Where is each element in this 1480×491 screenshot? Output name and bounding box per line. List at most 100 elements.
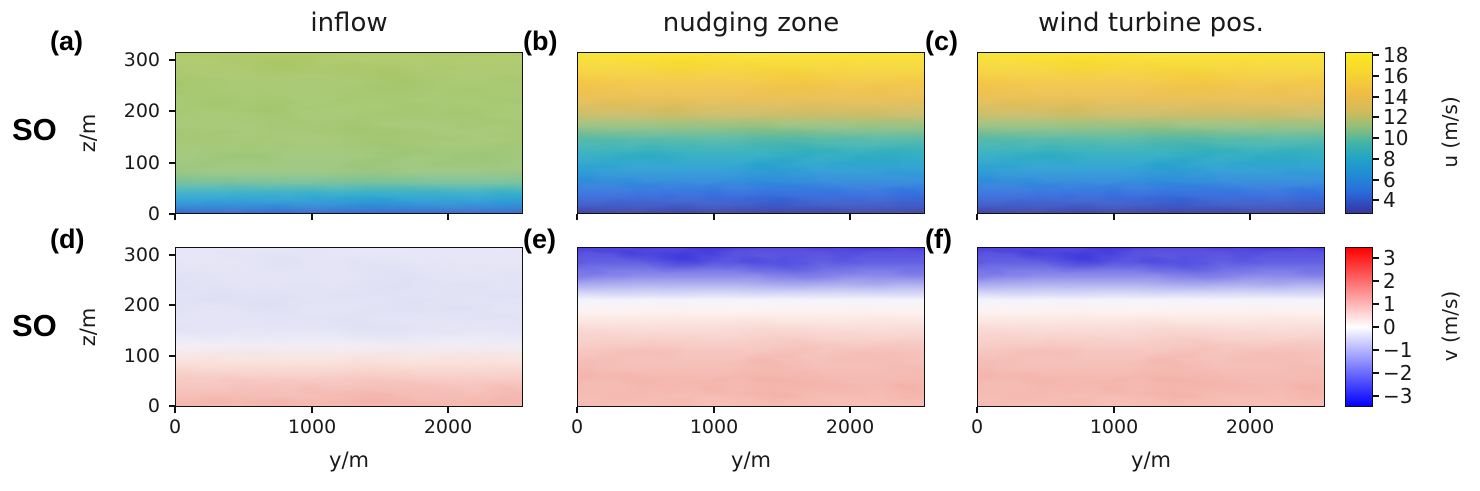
colorbar-tick xyxy=(1373,326,1379,328)
heatmap-surface-d xyxy=(176,248,522,406)
panel-label-f: (f) xyxy=(925,224,952,254)
column-title-nudging-zone: nudging zone xyxy=(662,8,840,38)
x-tick-mark xyxy=(174,407,176,413)
colorbar-tick-label: 6 xyxy=(1383,168,1396,192)
colorbar-tick xyxy=(1373,158,1379,160)
y-tick-mark xyxy=(169,254,175,256)
y-tick-mark xyxy=(169,59,175,61)
heatmap-panel-b-nudging-u xyxy=(577,52,925,214)
x-tick-label: 2000 xyxy=(1225,416,1275,438)
colorbar-tick-label: 2 xyxy=(1383,269,1396,293)
heatmap-surface-b xyxy=(578,53,924,213)
colorbar-tick-label: 1 xyxy=(1383,292,1396,316)
x-tick-label: 0 xyxy=(570,416,584,438)
y-tick-label: 300 xyxy=(123,244,160,266)
panel-label-d: (d) xyxy=(50,224,85,254)
x-tick-mark xyxy=(849,214,851,220)
x-axis-label-col3: y/m xyxy=(1131,448,1171,472)
x-tick-label: 2000 xyxy=(825,416,875,438)
colorbar-tick xyxy=(1373,116,1379,118)
colorbar-v-axis-label: v (m/s) xyxy=(1438,290,1462,362)
x-tick-label: 1000 xyxy=(689,416,739,438)
x-tick-mark xyxy=(311,407,313,413)
colorbar-tick-label: 12 xyxy=(1383,105,1409,129)
y-tick-label: 100 xyxy=(123,345,160,367)
y-tick-label: 0 xyxy=(147,203,160,225)
x-tick-mark xyxy=(311,214,313,220)
x-tick-mark xyxy=(576,214,578,220)
colorbar-tick xyxy=(1373,54,1379,56)
colorbar-tick xyxy=(1373,395,1379,397)
y-tick-mark xyxy=(169,162,175,164)
y-axis-label-bottom: z/m xyxy=(76,307,100,347)
column-title-wind-turbine-pos: wind turbine pos. xyxy=(1038,8,1264,38)
y-tick-label: 200 xyxy=(123,294,160,316)
y-tick-label: 300 xyxy=(123,49,160,71)
colorbar-tick xyxy=(1373,349,1379,351)
colorbar-tick-label: 4 xyxy=(1383,188,1396,212)
row-label-so-top: SO xyxy=(12,112,57,147)
heatmap-panel-f-turbine-v xyxy=(977,247,1325,407)
x-tick-mark xyxy=(1249,214,1251,220)
colorbar-v xyxy=(1345,247,1373,407)
panel-label-c: (c) xyxy=(925,26,958,56)
y-tick-mark xyxy=(169,213,175,215)
x-tick-mark xyxy=(713,214,715,220)
x-tick-mark xyxy=(1249,407,1251,413)
row-label-so-bottom: SO xyxy=(12,308,57,343)
y-tick-mark xyxy=(169,110,175,112)
y-tick-label: 100 xyxy=(123,152,160,174)
colorbar-tick-label: 18 xyxy=(1383,43,1409,67)
x-axis-label-col2: y/m xyxy=(731,448,771,472)
colorbar-tick xyxy=(1373,179,1379,181)
panel-label-a: (a) xyxy=(50,26,83,56)
colorbar-tick-label: 16 xyxy=(1383,64,1409,88)
colorbar-tick xyxy=(1373,257,1379,259)
x-tick-mark xyxy=(174,214,176,220)
heatmap-panel-a-inflow-u xyxy=(175,52,523,214)
panel-label-b: (b) xyxy=(523,26,558,56)
colorbar-tick-label: 3 xyxy=(1383,246,1396,270)
x-tick-mark xyxy=(1113,214,1115,220)
x-tick-mark xyxy=(713,407,715,413)
y-axis-label-top: z/m xyxy=(76,113,100,153)
heatmap-surface-c xyxy=(978,53,1324,213)
y-tick-mark xyxy=(169,355,175,357)
y-tick-label: 0 xyxy=(147,395,160,417)
x-tick-label: 2000 xyxy=(423,416,473,438)
x-tick-mark xyxy=(447,407,449,413)
heatmap-surface-a xyxy=(176,53,522,213)
y-tick-mark xyxy=(169,405,175,407)
y-tick-label: 200 xyxy=(123,100,160,122)
y-tick-mark xyxy=(169,304,175,306)
heatmap-panel-c-turbine-u xyxy=(977,52,1325,214)
colorbar-tick-label: 8 xyxy=(1383,147,1396,171)
x-tick-mark xyxy=(576,407,578,413)
colorbar-tick xyxy=(1373,372,1379,374)
colorbar-tick-label: 14 xyxy=(1383,85,1409,109)
x-tick-label: 1000 xyxy=(1089,416,1139,438)
colorbar-u-axis-label: u (m/s) xyxy=(1438,96,1462,168)
colorbar-u xyxy=(1345,52,1373,214)
colorbar-tick-label: −1 xyxy=(1383,338,1413,362)
colorbar-tick xyxy=(1373,96,1379,98)
x-tick-mark xyxy=(976,407,978,413)
heatmap-panel-d-inflow-v xyxy=(175,247,523,407)
colorbar-tick xyxy=(1373,75,1379,77)
colorbar-tick xyxy=(1373,137,1379,139)
colorbar-tick-label: −3 xyxy=(1383,384,1413,408)
heatmap-panel-e-nudging-v xyxy=(577,247,925,407)
panel-label-e: (e) xyxy=(523,224,556,254)
x-tick-label: 1000 xyxy=(287,416,337,438)
colorbar-tick-label: 10 xyxy=(1383,126,1409,150)
colorbar-tick xyxy=(1373,280,1379,282)
heatmap-surface-e xyxy=(578,248,924,406)
x-axis-label-col1: y/m xyxy=(329,448,369,472)
x-tick-label: 0 xyxy=(970,416,984,438)
x-tick-mark xyxy=(976,214,978,220)
heatmap-surface-f xyxy=(978,248,1324,406)
colorbar-tick-label: −2 xyxy=(1383,361,1413,385)
x-tick-mark xyxy=(447,214,449,220)
colorbar-tick xyxy=(1373,303,1379,305)
